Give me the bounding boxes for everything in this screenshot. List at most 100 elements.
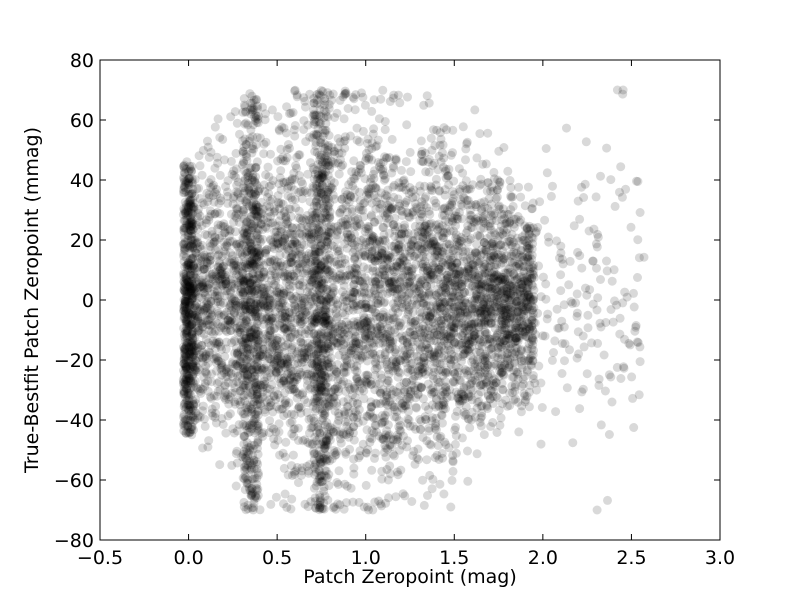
scatter-point: [227, 274, 237, 284]
scatter-point: [424, 225, 434, 235]
scatter-point: [391, 359, 401, 369]
scatter-point: [445, 355, 455, 365]
scatter-point: [283, 140, 293, 149]
scatter-point: [280, 308, 290, 318]
scatter-point: [480, 353, 490, 363]
scatter-point: [350, 221, 359, 231]
scatter-point: [409, 351, 419, 361]
scatter-point: [397, 165, 406, 175]
scatter-point: [200, 421, 210, 431]
scatter-point: [248, 189, 258, 199]
scatter-point: [202, 252, 212, 262]
scatter-point: [211, 281, 221, 290]
scatter-point: [385, 203, 395, 213]
scatter-point: [448, 377, 458, 387]
scatter-point: [451, 269, 461, 279]
scatter-point: [207, 327, 217, 337]
scatter-point: [402, 208, 412, 218]
scatter-point: [477, 341, 487, 351]
scatter-point: [498, 278, 508, 288]
scatter-point: [277, 404, 287, 414]
scatter-point: [421, 219, 431, 229]
scatter-point: [441, 287, 451, 297]
scatter-point: [387, 441, 397, 451]
scatter-point: [462, 308, 472, 318]
scatter-point: [227, 315, 237, 325]
scatter-point: [428, 296, 438, 306]
scatter-point: [371, 277, 381, 287]
scatter-point: [524, 356, 534, 366]
scatter-point: [195, 242, 205, 252]
scatter-point: [334, 246, 344, 256]
scatter-point: [275, 319, 285, 329]
scatter-point: [408, 374, 418, 384]
scatter-point: [503, 349, 513, 358]
scatter-point: [346, 320, 356, 330]
scatter-point: [222, 241, 232, 251]
scatter-point: [308, 275, 318, 285]
scatter-point: [395, 201, 404, 211]
scatter-point: [446, 278, 456, 288]
scatter-point: [205, 348, 215, 358]
scatter-point: [407, 273, 417, 283]
scatter-point: [300, 269, 310, 279]
scatter-point: [362, 425, 372, 435]
scatter-point: [467, 407, 477, 417]
scatter-point: [395, 278, 405, 287]
scatter-point: [384, 376, 393, 386]
scatter-point: [473, 390, 483, 400]
scatter-point: [215, 193, 225, 203]
scatter-point: [408, 207, 418, 217]
scatter-point: [390, 347, 400, 357]
scatter-point: [306, 291, 316, 301]
scatter-point: [254, 395, 264, 405]
scatter-point: [357, 324, 367, 333]
scatter-point: [440, 376, 450, 386]
scatter-point: [281, 437, 291, 447]
scatter-point: [298, 179, 308, 189]
scatter-point: [511, 248, 521, 258]
scatter-point: [464, 247, 474, 257]
scatter-point: [483, 339, 493, 349]
scatter-point: [431, 198, 441, 208]
scatter-point: [508, 201, 518, 211]
scatter-point: [194, 151, 204, 161]
scatter-point: [274, 345, 284, 354]
scatter-point: [520, 306, 530, 316]
scatter-point: [247, 248, 257, 258]
scatter-point: [375, 321, 385, 331]
scatter-point: [487, 182, 497, 192]
scatter-point: [379, 175, 389, 185]
scatter-point: [425, 470, 435, 480]
scatter-point: [367, 144, 377, 154]
scatter-point: [390, 213, 400, 223]
scatter-point: [225, 409, 235, 419]
scatter-point: [232, 213, 241, 223]
scatter-point: [287, 195, 297, 205]
scatter-point: [289, 185, 299, 195]
scatter-point: [457, 236, 466, 246]
scatter-point: [221, 428, 231, 438]
scatter-point: [212, 339, 222, 348]
scatter-point: [336, 276, 346, 285]
scatter-point: [342, 356, 352, 366]
scatter-point: [349, 279, 359, 289]
scatter-point: [457, 433, 467, 443]
scatter-point: [187, 240, 196, 250]
scatter-point: [292, 163, 301, 173]
scatter-point: [524, 319, 534, 329]
scatter-point: [255, 133, 265, 143]
scatter-point: [273, 353, 283, 363]
scatter-point: [211, 401, 221, 411]
scatter-point: [301, 325, 311, 335]
scatter-point: [395, 199, 405, 209]
scatter-point: [409, 229, 419, 239]
scatter-point: [427, 258, 437, 268]
scatter-point: [498, 338, 508, 348]
scatter-point: [401, 185, 411, 195]
scatter-point: [260, 115, 270, 125]
scatter-point: [472, 292, 482, 302]
scatter-point: [308, 216, 318, 226]
scatter-point: [405, 281, 415, 291]
scatter-point: [203, 197, 213, 207]
